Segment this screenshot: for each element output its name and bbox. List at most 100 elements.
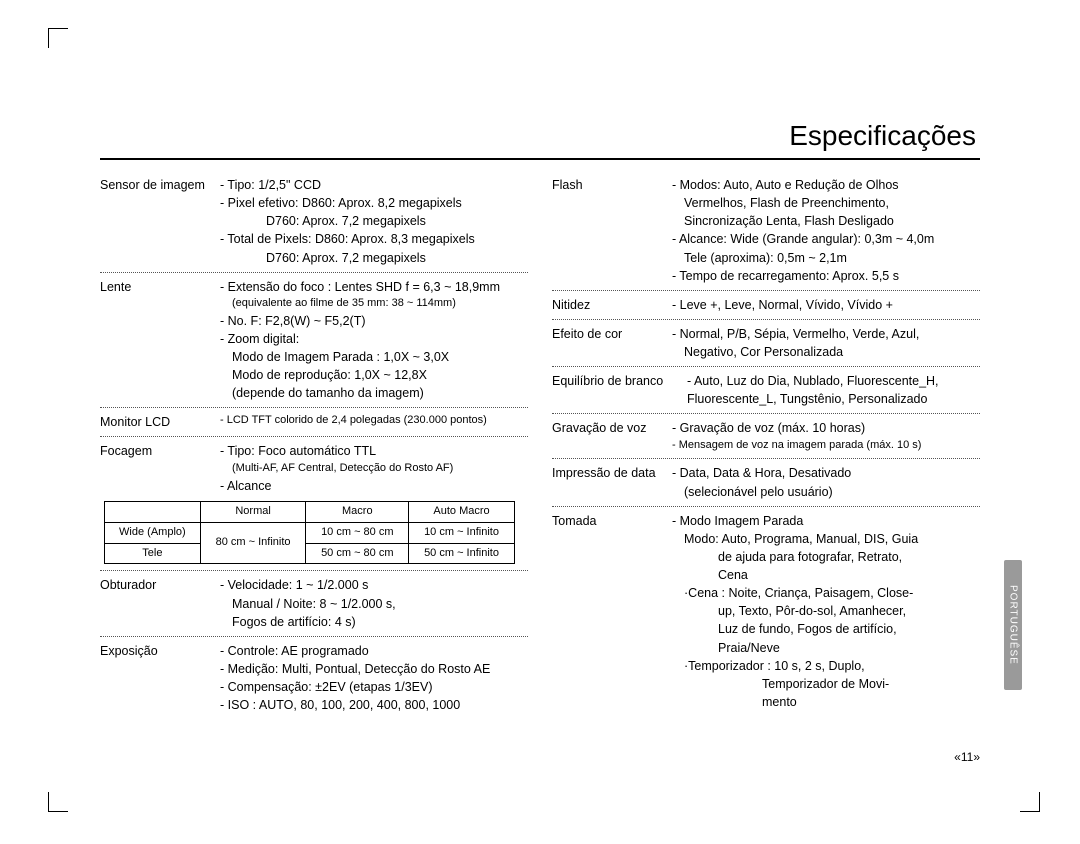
text: up, Texto, Pôr-do-sol, Amanhecer,	[718, 602, 980, 620]
text: - Gravação de voz (máx. 10 horas)	[672, 421, 865, 435]
text: Fluorescente_L, Tungstênio, Personalizad…	[687, 390, 980, 408]
label-focagem: Focagem	[100, 442, 220, 494]
text: (Multi-AF, AF Central, Detecção do Rosto…	[232, 461, 528, 477]
text: - ISO : AUTO, 80, 100, 200, 400, 800, 10…	[220, 696, 528, 714]
text: - Controle: AE programado	[220, 644, 369, 658]
text: Praia/Neve	[718, 639, 980, 657]
crop-mark	[48, 792, 68, 812]
text: - Total de Pixels: D860: Aprox. 8,3 mega…	[220, 230, 528, 248]
label-obturador: Obturador	[100, 576, 220, 630]
separator	[100, 570, 528, 571]
separator	[100, 272, 528, 273]
cell: 10 cm ~ 80 cm	[306, 522, 409, 543]
text: - No. F: F2,8(W) ~ F5,2(T)	[220, 312, 528, 330]
page-title: Especificações	[100, 120, 980, 160]
separator	[552, 366, 980, 367]
text: Sincronização Lenta, Flash Desligado	[684, 212, 980, 230]
text: - Pixel efetivo: D860: Aprox. 8,2 megapi…	[220, 194, 528, 212]
value-tomada: - Modo Imagem Parada Modo: Auto, Program…	[672, 512, 980, 711]
separator	[552, 319, 980, 320]
row-wide: Wide (Amplo)	[105, 522, 201, 543]
value-data: - Data, Data & Hora, Desativado (selecio…	[672, 464, 980, 500]
text: - Zoom digital:	[220, 330, 528, 348]
text: - Data, Data & Hora, Desativado	[672, 466, 851, 480]
text: - Alcance	[220, 477, 528, 495]
value-equilibrio: - Auto, Luz do Dia, Nublado, Fluorescent…	[687, 372, 980, 408]
label-monitor: Monitor LCD	[100, 413, 220, 431]
text: - Velocidade: 1 ~ 1/2.000 s	[220, 578, 368, 592]
text: Luz de fundo, Fogos de artifício,	[718, 620, 980, 638]
label-sensor: Sensor de imagem	[100, 176, 220, 267]
value-obturador: - Velocidade: 1 ~ 1/2.000 s Manual / Noi…	[220, 576, 528, 630]
label-lente: Lente	[100, 278, 220, 403]
text: Negativo, Cor Personalizada	[684, 343, 980, 361]
separator	[552, 458, 980, 459]
text: »	[973, 750, 980, 764]
col-macro: Macro	[306, 501, 409, 522]
separator	[100, 436, 528, 437]
cell: 50 cm ~ 80 cm	[306, 543, 409, 564]
text: (equivalente ao filme de 35 mm: 38 ~ 114…	[232, 296, 528, 312]
text: de ajuda para fotografar, Retrato,	[718, 548, 980, 566]
left-column: Sensor de imagem - Tipo: 1/2,5" CCD - Pi…	[100, 172, 528, 716]
text: Fogos de artifício: 4 s)	[232, 613, 528, 631]
col-normal: Normal	[200, 501, 306, 522]
text: ·Cena : Noite, Criança, Paisagem, Close-	[684, 584, 980, 602]
crop-mark	[48, 28, 68, 48]
text: - Modo Imagem Parada	[672, 514, 803, 528]
value-exposicao: - Controle: AE programado - Medição: Mul…	[220, 642, 528, 715]
page-content: Especificações Sensor de imagem - Tipo: …	[100, 120, 980, 784]
text: - Tempo de recarregamento: Aprox. 5,5 s	[672, 267, 980, 285]
value-voz: - Gravação de voz (máx. 10 horas) - Mens…	[672, 419, 980, 453]
text: - Compensação: ±2EV (etapas 1/3EV)	[220, 678, 528, 696]
label-nitidez: Nitidez	[552, 296, 672, 314]
text: - Alcance: Wide (Grande angular): 0,3m ~…	[672, 230, 980, 248]
text: Temporizador de Movi-	[762, 675, 980, 693]
separator	[100, 636, 528, 637]
separator	[552, 290, 980, 291]
text: «	[954, 750, 961, 764]
text: - Tipo: 1/2,5" CCD	[220, 178, 321, 192]
text: - Medição: Multi, Pontual, Detecção do R…	[220, 660, 528, 678]
value-monitor: - LCD TFT colorido de 2,4 polegadas (230…	[220, 413, 528, 431]
label-voz: Gravação de voz	[552, 419, 672, 453]
col-automacro: Auto Macro	[409, 501, 515, 522]
value-focagem: - Tipo: Foco automático TTL (Multi-AF, A…	[220, 442, 528, 494]
language-tab: PORTUGUÊSE	[1004, 560, 1022, 690]
text: 11	[961, 750, 973, 764]
separator	[100, 407, 528, 408]
label-equilibrio: Equilíbrio de branco	[552, 372, 687, 408]
value-sensor: - Tipo: 1/2,5" CCD - Pixel efetivo: D860…	[220, 176, 528, 267]
text: D760: Aprox. 7,2 megapixels	[266, 212, 528, 230]
text: - Modos: Auto, Auto e Redução de Olhos	[672, 178, 899, 192]
separator	[552, 506, 980, 507]
value-flash: - Modos: Auto, Auto e Redução de Olhos V…	[672, 176, 980, 285]
text: Tele (aproxima): 0,5m ~ 2,1m	[684, 249, 980, 267]
cell: 50 cm ~ Infinito	[409, 543, 515, 564]
label-data: Impressão de data	[552, 464, 672, 500]
text: - Auto, Luz do Dia, Nublado, Fluorescent…	[687, 374, 939, 388]
text: D760: Aprox. 7,2 megapixels	[266, 249, 528, 267]
text: Modo: Auto, Programa, Manual, DIS, Guia	[684, 530, 980, 548]
crop-mark	[1020, 792, 1040, 812]
value-efeito: - Normal, P/B, Sépia, Vermelho, Verde, A…	[672, 325, 980, 361]
focus-range-table: Normal Macro Auto Macro Wide (Amplo) 80 …	[104, 501, 515, 565]
page-number: «11»	[954, 750, 980, 764]
text: (depende do tamanho da imagem)	[232, 384, 528, 402]
text: - Tipo: Foco automático TTL	[220, 444, 376, 458]
label-tomada: Tomada	[552, 512, 672, 711]
text: Cena	[718, 566, 980, 584]
text: ·Temporizador : 10 s, 2 s, Duplo,	[684, 657, 980, 675]
right-column: Flash - Modos: Auto, Auto e Redução de O…	[552, 172, 980, 716]
text: Vermelhos, Flash de Preenchimento,	[684, 194, 980, 212]
text: Modo de reprodução: 1,0X ~ 12,8X	[232, 366, 528, 384]
text: - Normal, P/B, Sépia, Vermelho, Verde, A…	[672, 327, 919, 341]
text: mento	[762, 693, 980, 711]
text: - Mensagem de voz na imagem parada (máx.…	[672, 438, 980, 454]
cell: 10 cm ~ Infinito	[409, 522, 515, 543]
separator	[552, 413, 980, 414]
text: Modo de Imagem Parada : 1,0X ~ 3,0X	[232, 348, 528, 366]
value-nitidez: - Leve +, Leve, Normal, Vívido, Vívido +	[672, 296, 980, 314]
label-efeito: Efeito de cor	[552, 325, 672, 361]
text: (selecionável pelo usuário)	[684, 483, 980, 501]
